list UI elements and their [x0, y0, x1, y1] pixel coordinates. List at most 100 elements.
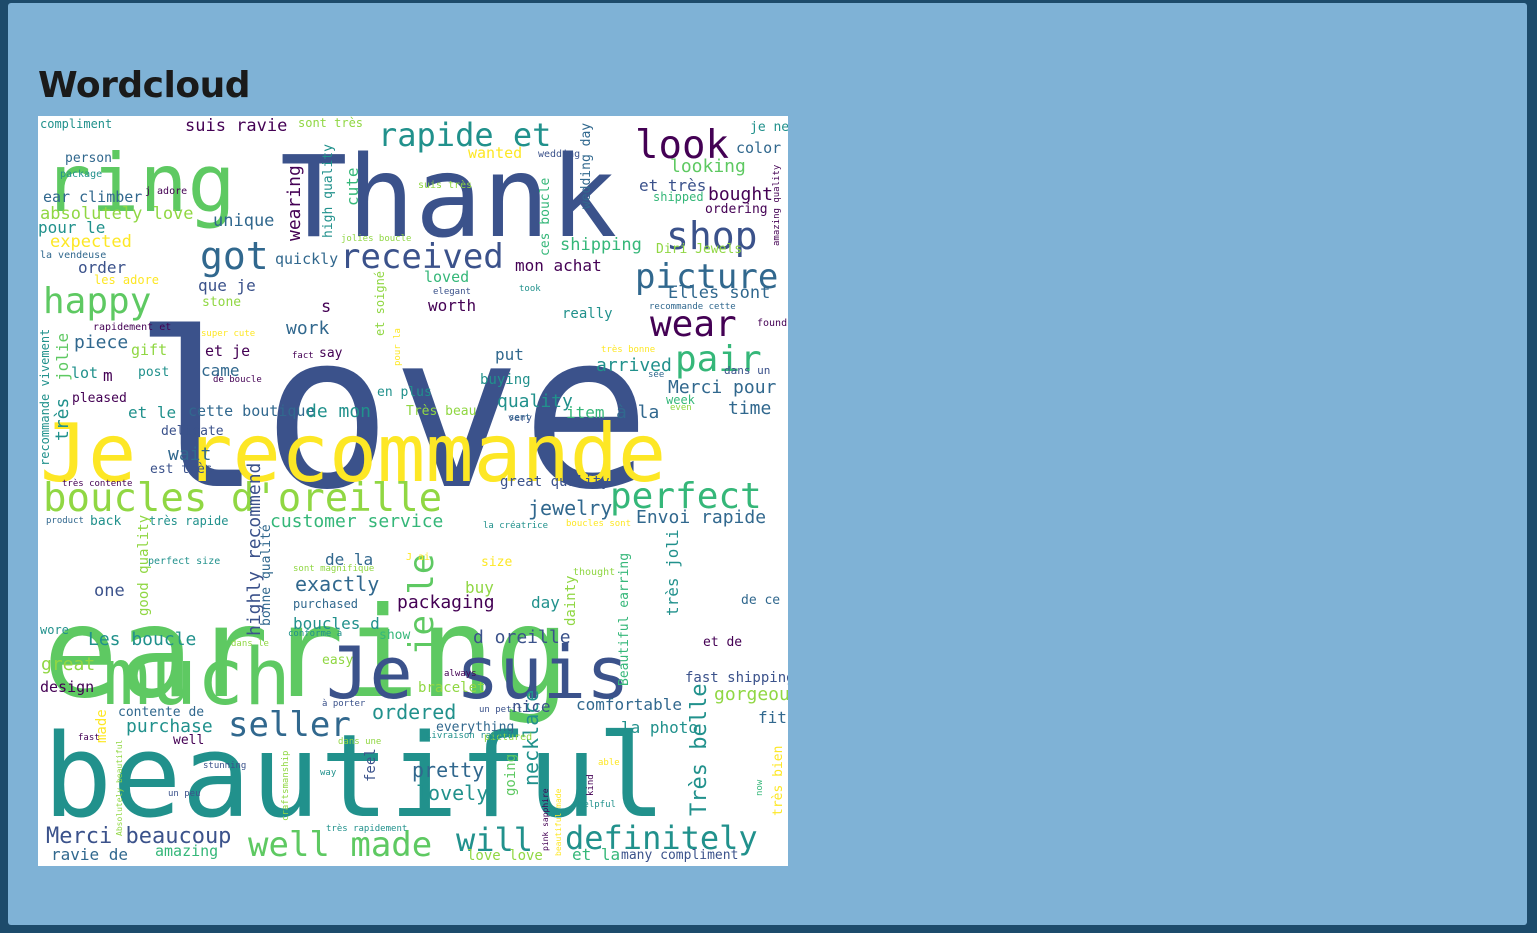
- wordcloud-word: show: [379, 628, 410, 643]
- wordcloud-word: de boucle: [213, 375, 262, 385]
- wordcloud-word: definitely: [565, 819, 758, 857]
- wordcloud-word: lot: [71, 364, 98, 382]
- wordcloud-word: wanted: [468, 144, 522, 162]
- wordcloud-word: de ce: [741, 593, 780, 608]
- wordcloud-word: pleased: [72, 391, 127, 406]
- wordcloud-word: love: [133, 286, 651, 537]
- wordcloud-word: will: [456, 821, 533, 859]
- wordcloud-word: fit: [758, 708, 787, 727]
- wordcloud-word: exactly: [295, 572, 379, 596]
- wordcloud-word: time: [728, 398, 771, 419]
- wordcloud-word: delicate: [161, 424, 224, 439]
- wordcloud-word: J ai: [406, 552, 430, 563]
- wordcloud-word: came: [201, 361, 240, 380]
- wordcloud-word: fast: [78, 733, 100, 743]
- wordcloud-word: Absolutely beautiful: [115, 739, 124, 836]
- wordcloud-word: ordering: [705, 202, 768, 217]
- wordcloud-word: purchased: [293, 597, 358, 611]
- wordcloud-word: post: [138, 365, 169, 380]
- wordcloud-word: Je suis: [326, 631, 629, 715]
- wordcloud-word: made: [94, 709, 110, 743]
- wordcloud-word: package: [60, 169, 102, 180]
- wordcloud-word: quality: [497, 391, 573, 412]
- wordcloud-word: absolutely love: [40, 204, 194, 224]
- wordcloud-word: stone: [202, 295, 241, 310]
- wordcloud-word: à la: [616, 402, 659, 423]
- wordcloud-word: pretty: [412, 758, 484, 782]
- wordcloud-word: design: [40, 678, 94, 696]
- wordcloud-word: de mon: [306, 401, 371, 422]
- wordcloud-word: et très: [639, 176, 706, 195]
- wordcloud-word: elegant: [433, 287, 471, 297]
- wordcloud-word: la créatrice: [483, 520, 548, 531]
- main-panel: Wordcloud love Thank Je recommande earring b…: [8, 3, 1527, 925]
- wordcloud-word: ces boucle: [538, 178, 553, 256]
- wordcloud-word: unique: [213, 211, 274, 231]
- wordcloud-word: customer service: [270, 511, 443, 532]
- wordcloud-word: que je: [198, 276, 256, 295]
- wordcloud-word: found: [757, 318, 787, 329]
- wordcloud-word: took: [519, 284, 541, 294]
- wordcloud-word: wear: [650, 304, 737, 345]
- wordcloud-word: ordered: [372, 700, 456, 724]
- wordcloud-word: everything: [436, 720, 514, 735]
- wordcloud-word: suis très: [418, 179, 472, 191]
- wordcloud-word: Très beau: [406, 404, 476, 419]
- wordcloud-word: suis ravie: [185, 116, 287, 136]
- wordcloud-word: pour le: [38, 218, 105, 237]
- wordcloud-word: de la: [325, 550, 373, 569]
- wordcloud-word: arrived: [596, 355, 672, 376]
- wordcloud-word: pair: [675, 339, 762, 380]
- wordcloud-word: rapidement et: [93, 322, 171, 333]
- wordcloud-word: Très belle: [687, 684, 712, 816]
- wordcloud-word: buying: [480, 372, 531, 388]
- page-title: Wordcloud: [38, 65, 251, 106]
- wordcloud-word: looking: [670, 156, 746, 177]
- wordcloud-word: purchase: [126, 716, 213, 737]
- wordcloud-word: work: [286, 318, 330, 339]
- wordcloud-word: day: [531, 593, 560, 612]
- wordcloud-word: dainty: [563, 575, 579, 626]
- wordcloud-word: un peu: [168, 789, 201, 799]
- wordcloud-word: size: [481, 555, 512, 570]
- wordcloud-word: et soigné: [373, 271, 387, 336]
- wordcloud-word: beautiful: [43, 710, 666, 844]
- wordcloud-word: pour la: [393, 328, 403, 366]
- wordcloud-word: person: [65, 151, 112, 166]
- wordcloud-word: fast shipping: [685, 670, 788, 686]
- wordcloud-word: received: [340, 237, 504, 277]
- wordcloud-word: Diri Jewels: [656, 242, 742, 257]
- wordcloud-word: amazing quality: [772, 164, 782, 246]
- wordcloud-word: worth: [428, 296, 476, 315]
- wordcloud-word: necklace: [519, 690, 543, 786]
- wordcloud-word: jolie: [53, 333, 72, 381]
- wordcloud-word: Envoi rapide: [636, 507, 766, 528]
- wordcloud-word: recommande cette: [649, 302, 736, 312]
- wordcloud-word: j adore: [145, 186, 187, 197]
- wordcloud-word: Livraison rapide: [426, 731, 513, 741]
- wordcloud-word: high quality: [321, 144, 336, 238]
- wordcloud-word: Les boucle: [88, 629, 196, 650]
- wordcloud-word: bracelet: [418, 680, 485, 696]
- wordcloud-word: well made: [248, 825, 432, 865]
- wordcloud-word: got: [200, 234, 269, 278]
- wordcloud-word: highly recommend: [244, 463, 265, 636]
- wordcloud-word: perfect: [610, 476, 762, 517]
- wordcloud-word: et je: [205, 342, 250, 360]
- wordcloud-word: wedding day: [579, 123, 594, 209]
- wordcloud-word: cute: [343, 167, 362, 206]
- wordcloud-word: boucles d: [293, 614, 380, 633]
- wordcloud-word: perfect size: [148, 556, 220, 567]
- wordcloud-word: boucles sont: [566, 519, 631, 529]
- wordcloud-word: à porter: [322, 699, 366, 709]
- wordcloud-word: shipping: [560, 235, 642, 255]
- wordcloud-word: expected: [50, 232, 132, 252]
- wordcloud-word: s: [321, 297, 331, 317]
- wordcloud-word: dans le: [231, 639, 269, 649]
- wordcloud-word: feel: [363, 748, 379, 782]
- wordcloud-word: love love: [467, 848, 543, 864]
- wordcloud-word: cette boutique: [188, 402, 314, 420]
- wordcloud-word: good quality: [136, 515, 152, 616]
- wordcloud-word: sont très: [298, 116, 363, 130]
- wordcloud-word: great quality: [500, 474, 610, 490]
